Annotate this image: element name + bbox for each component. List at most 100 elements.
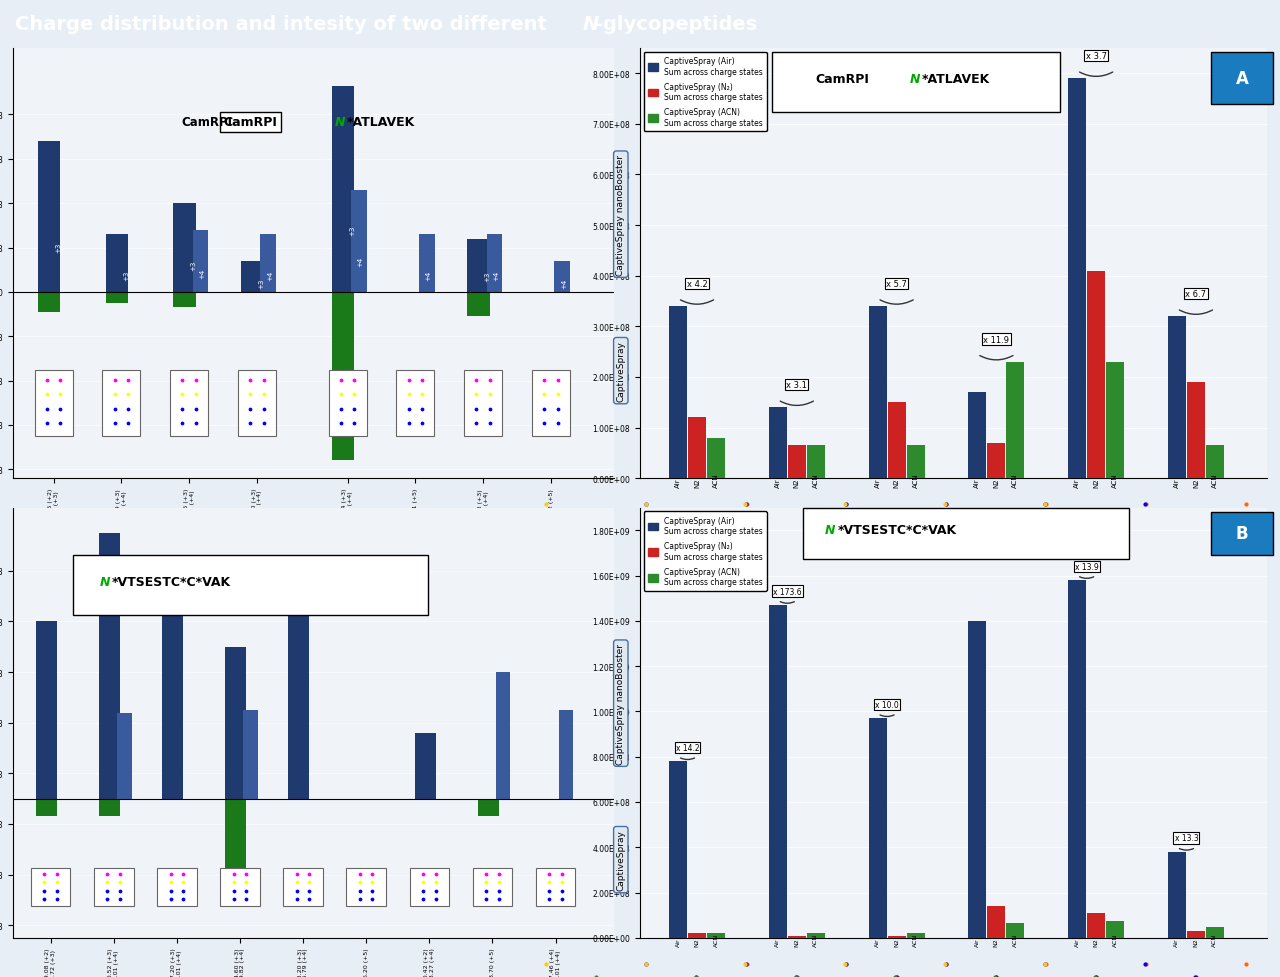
Bar xyxy=(225,799,246,874)
Text: N: N xyxy=(100,575,110,588)
Point xyxy=(762,471,782,487)
Text: ACN: ACN xyxy=(1012,932,1018,946)
Point xyxy=(398,387,419,403)
FancyBboxPatch shape xyxy=(93,869,133,907)
Point xyxy=(733,930,754,946)
Point xyxy=(480,416,500,432)
Point xyxy=(253,372,274,388)
Bar xyxy=(906,446,924,479)
Point xyxy=(476,891,497,907)
Point xyxy=(253,416,274,432)
FancyBboxPatch shape xyxy=(329,370,366,437)
Bar xyxy=(1006,923,1024,938)
Point xyxy=(118,372,138,388)
Text: +4: +4 xyxy=(493,271,499,280)
Text: Air: Air xyxy=(1074,478,1080,488)
Text: x 6.7: x 6.7 xyxy=(1185,289,1207,299)
Point xyxy=(412,402,433,417)
Point xyxy=(727,930,748,946)
Bar xyxy=(173,292,196,308)
Text: Air: Air xyxy=(774,478,781,488)
Point xyxy=(349,891,370,907)
Point xyxy=(362,867,383,882)
Text: N: N xyxy=(334,116,346,129)
Point xyxy=(704,471,724,487)
Bar xyxy=(37,142,60,292)
Bar xyxy=(477,799,499,817)
Point xyxy=(739,471,759,487)
Bar xyxy=(163,567,183,799)
Point xyxy=(539,883,559,899)
Point xyxy=(710,471,731,487)
Point xyxy=(412,883,433,899)
Point xyxy=(539,891,559,907)
Bar xyxy=(36,621,58,799)
Point xyxy=(466,387,486,403)
Bar xyxy=(669,307,687,479)
Point xyxy=(552,891,572,907)
Point xyxy=(35,883,55,899)
Point xyxy=(489,874,509,890)
Text: CaptiveSpray: CaptiveSpray xyxy=(616,341,626,402)
Text: B: B xyxy=(1235,525,1248,543)
Text: CamRPI: CamRPI xyxy=(815,73,869,86)
Point xyxy=(710,930,731,946)
Bar xyxy=(707,933,724,938)
Point xyxy=(37,387,58,403)
Bar xyxy=(467,239,490,292)
Point xyxy=(300,891,320,907)
FancyBboxPatch shape xyxy=(157,869,197,907)
Point xyxy=(224,891,244,907)
FancyBboxPatch shape xyxy=(803,508,1129,560)
FancyBboxPatch shape xyxy=(35,370,73,437)
FancyBboxPatch shape xyxy=(772,53,1060,113)
FancyBboxPatch shape xyxy=(73,555,428,616)
Point xyxy=(699,930,719,946)
Bar xyxy=(1068,79,1087,479)
Point xyxy=(47,867,68,882)
Point xyxy=(716,930,736,946)
Point xyxy=(694,930,714,946)
Point xyxy=(744,930,764,946)
Text: N2: N2 xyxy=(695,937,699,946)
Text: x 4.2: x 4.2 xyxy=(686,279,708,288)
Bar xyxy=(332,292,355,461)
Point xyxy=(489,891,509,907)
Bar xyxy=(869,307,887,479)
Point xyxy=(682,930,703,946)
Point xyxy=(35,874,55,890)
Bar xyxy=(1206,446,1224,479)
Text: ACN: ACN xyxy=(1012,473,1019,488)
Point xyxy=(224,867,244,882)
Text: N2: N2 xyxy=(893,478,900,488)
Text: ACN: ACN xyxy=(813,473,819,488)
Text: ACN: ACN xyxy=(1112,473,1119,488)
Point xyxy=(97,891,118,907)
Bar xyxy=(554,262,571,292)
Text: N2: N2 xyxy=(1193,478,1199,488)
Point xyxy=(466,416,486,432)
Bar xyxy=(467,292,490,317)
Point xyxy=(160,891,180,907)
Point xyxy=(173,372,193,388)
Text: x 5.7: x 5.7 xyxy=(886,279,908,288)
Point xyxy=(412,874,433,890)
Point xyxy=(722,471,742,487)
FancyBboxPatch shape xyxy=(283,869,323,907)
Point xyxy=(682,471,703,487)
Point xyxy=(727,930,748,946)
Point xyxy=(755,471,776,487)
Text: N2: N2 xyxy=(694,478,700,488)
Point xyxy=(344,402,365,417)
Text: x 11.9: x 11.9 xyxy=(983,335,1010,344)
Bar xyxy=(260,235,276,292)
Point xyxy=(398,372,419,388)
Bar xyxy=(1167,317,1187,479)
Point xyxy=(173,891,193,907)
Point xyxy=(398,416,419,432)
Text: +4: +4 xyxy=(561,278,567,288)
Point xyxy=(412,867,433,882)
Point xyxy=(186,416,206,432)
Text: +3: +3 xyxy=(123,270,129,280)
Point xyxy=(489,867,509,882)
